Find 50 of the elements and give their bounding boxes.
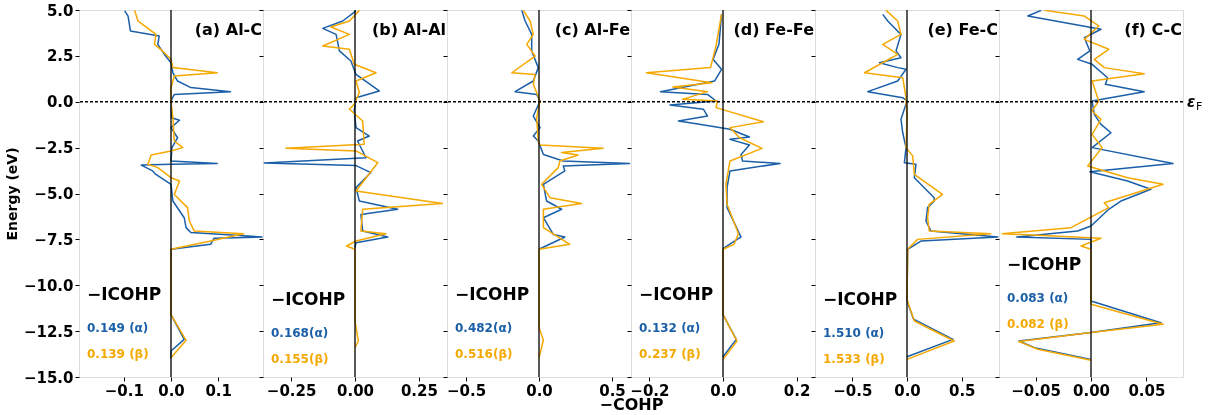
x-tick-label: 0.2 (783, 381, 811, 400)
annotation: −ICOHP (455, 284, 530, 304)
annotation: −ICOHP (271, 289, 346, 309)
annotation: 0.139 (β) (87, 347, 149, 361)
x-tick-label: 0.00 (1072, 381, 1111, 400)
y-tick-label: −2.5 (34, 139, 74, 158)
annotation: 0.082 (β) (1007, 317, 1069, 331)
x-tick-label: 0.05 (1128, 381, 1166, 400)
y-tick-label: −10.0 (23, 276, 74, 295)
annotation: 1.533 (β) (823, 352, 885, 366)
x-tick-label: 0.1 (205, 381, 232, 400)
y-tick-label: −7.5 (34, 230, 74, 249)
x-tick-label: 0.25 (400, 381, 438, 400)
text: (c) Al-Fe (554, 20, 631, 39)
x-tick-label: 0.0 (158, 381, 185, 400)
annotation: 1.510 (α) (823, 326, 885, 340)
text: (f) C-C (1124, 20, 1182, 39)
x-tick-label: −0.05 (1011, 381, 1061, 400)
annotation: 0.482(α) (455, 321, 513, 335)
y-tick-label: 5.0 (46, 1, 74, 20)
annotation: −ICOHP (639, 284, 714, 304)
annotation: 0.516(β) (455, 347, 513, 361)
annotation: −ICOHP (87, 284, 162, 304)
y-tick-label: −5.0 (34, 185, 74, 203)
text: (d) Fe-Fe (733, 20, 815, 39)
x-tick-label: 0.0 (894, 381, 921, 400)
annotation: 0.168(α) (271, 326, 329, 340)
x-tick-label: 0.5 (948, 381, 976, 400)
y-tick-label: −12.5 (23, 322, 74, 341)
annotation: 0.155(β) (271, 352, 329, 366)
text: (e) Fe-C (927, 20, 998, 39)
x-tick-label: −0.25 (266, 381, 317, 400)
x-tick-label: −0.1 (104, 381, 144, 400)
text: (a) Al-C (194, 20, 262, 39)
y-tick-label: 0.0 (46, 93, 74, 112)
x-tick-label: 0.00 (336, 381, 375, 400)
annotation: −ICOHP (1007, 254, 1082, 274)
annotation: 0.083 (α) (1007, 291, 1069, 305)
y-axis-title: Energy (eV) (3, 147, 20, 241)
text: (b) Al-Al (371, 20, 446, 39)
x-tick-label: −0.5 (833, 381, 873, 400)
x-tick-label: −0.5 (446, 381, 487, 400)
x-tick-label: 0.0 (710, 381, 737, 400)
annotation: −ICOHP (823, 289, 898, 309)
annotation: 0.149 (α) (87, 321, 149, 335)
y-tick-label: 2.5 (46, 47, 74, 66)
y-tick-label: −15.0 (23, 368, 74, 387)
annotation: 0.237 (β) (639, 347, 701, 361)
x-tick-label: 0.0 (526, 381, 553, 400)
annotation: 0.132 (α) (639, 321, 701, 335)
